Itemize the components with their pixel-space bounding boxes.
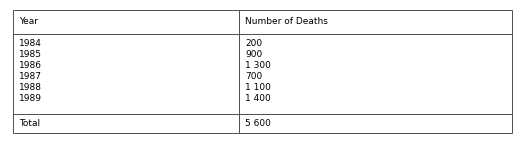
Text: 1988: 1988: [19, 83, 43, 92]
Text: 5 600: 5 600: [245, 119, 271, 128]
Text: 1984: 1984: [19, 39, 43, 48]
Text: 1 400: 1 400: [245, 94, 271, 103]
Text: 1987: 1987: [19, 72, 43, 81]
Text: 1985: 1985: [19, 50, 43, 59]
Text: Year: Year: [19, 17, 38, 26]
Text: 700: 700: [245, 72, 262, 81]
Text: 1986: 1986: [19, 61, 43, 70]
Text: Number of Deaths: Number of Deaths: [245, 17, 328, 26]
Text: 1989: 1989: [19, 94, 43, 103]
Text: Total: Total: [19, 119, 40, 128]
Text: 1 100: 1 100: [245, 83, 271, 92]
Text: 900: 900: [245, 50, 262, 59]
Bar: [13, 10, 512, 133]
Text: 200: 200: [245, 39, 262, 48]
Text: 1 300: 1 300: [245, 61, 271, 70]
